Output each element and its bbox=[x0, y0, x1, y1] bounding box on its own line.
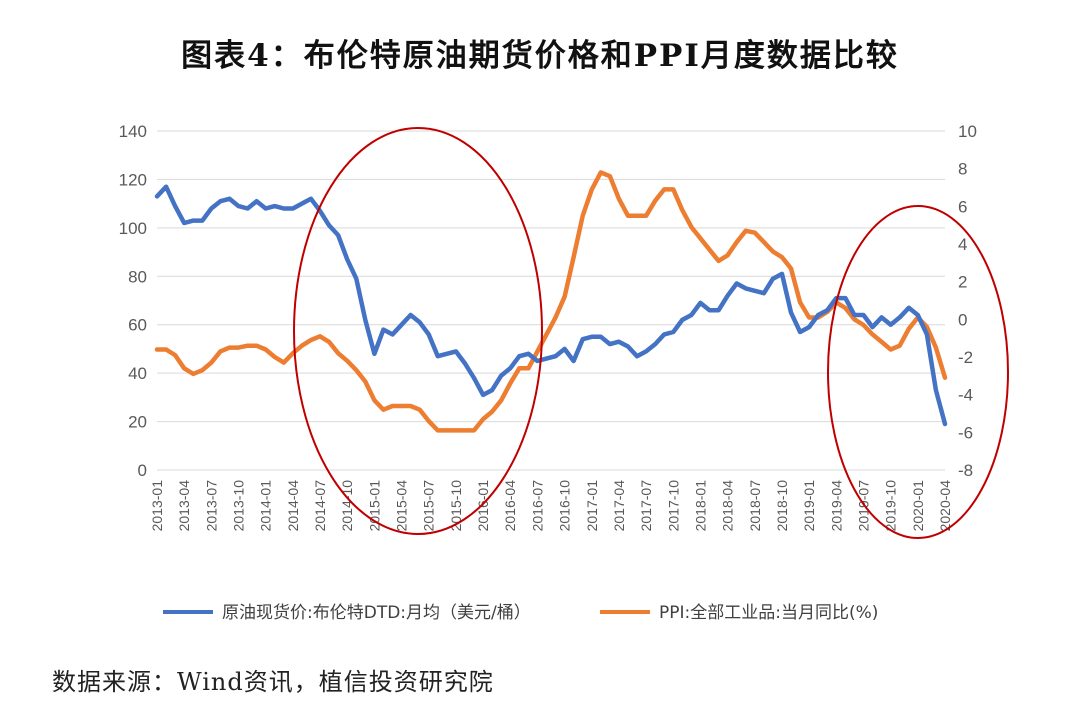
x-axis-tick-label: 2019-01 bbox=[801, 480, 817, 532]
left-axis-tick-label: 40 bbox=[128, 364, 147, 383]
x-axis-tick-label: 2017-04 bbox=[611, 480, 627, 532]
x-axis-tick-label: 2013-01 bbox=[149, 480, 165, 532]
right-axis-tick-label: 6 bbox=[958, 197, 967, 216]
x-axis-tick-label: 2013-04 bbox=[176, 480, 192, 532]
series-line-ppi bbox=[154, 170, 948, 433]
right-axis-tick-label: 2 bbox=[958, 273, 967, 292]
left-axis-tick-label: 0 bbox=[138, 461, 147, 480]
right-axis-tick-label: -6 bbox=[958, 423, 973, 442]
source-note: 数据来源：Wind资讯，植信投资研究院 bbox=[52, 668, 494, 696]
right-axis-tick-label: 10 bbox=[958, 122, 977, 141]
right-axis-ticks: -8 -6 -4 -2 0 2 4 6 8 10 bbox=[958, 122, 977, 480]
right-axis-tick-label: -8 bbox=[958, 461, 973, 480]
x-axis-tick-label: 2015-10 bbox=[448, 480, 464, 532]
left-axis-tick-label: 120 bbox=[119, 170, 147, 189]
x-axis-tick-label: 2014-10 bbox=[339, 480, 355, 532]
x-axis-tick-label: 2014-04 bbox=[285, 480, 301, 532]
x-axis-tick-label: 2016-07 bbox=[529, 480, 545, 532]
x-axis-tick-label: 2018-01 bbox=[692, 480, 708, 532]
series-lines bbox=[154, 170, 948, 433]
x-axis-tick-label: 2016-01 bbox=[475, 480, 491, 532]
x-axis-tick-label: 2017-10 bbox=[665, 480, 681, 532]
x-axis-tick-label: 2018-07 bbox=[747, 480, 763, 532]
legend-label-oil: 原油现货价:布伦特DTD:月均（美元/桶） bbox=[222, 603, 531, 623]
highlight-ellipse-2014-2016 bbox=[293, 127, 543, 535]
x-axis-tick-label: 2018-04 bbox=[720, 480, 736, 532]
x-axis-tick-label: 2017-07 bbox=[638, 480, 654, 532]
x-axis-tick-label: 2017-01 bbox=[584, 480, 600, 532]
chart-title: 图表4：布伦特原油期货价格和PPI月度数据比较 bbox=[181, 38, 899, 74]
legend: 原油现货价:布伦特DTD:月均（美元/桶） PPI:全部工业品:当月同比(%) bbox=[163, 603, 878, 623]
left-axis-tick-label: 140 bbox=[119, 122, 147, 141]
right-axis-tick-label: -4 bbox=[958, 386, 973, 405]
left-axis-tick-label: 80 bbox=[128, 267, 147, 286]
left-axis-ticks: 0 20 40 60 80 100 120 140 bbox=[119, 122, 147, 480]
left-axis-tick-label: 60 bbox=[128, 316, 147, 335]
x-axis-tick-label: 2014-01 bbox=[258, 480, 274, 532]
x-axis-tick-label: 2016-10 bbox=[557, 480, 573, 532]
legend-label-ppi: PPI:全部工业品:当月同比(%) bbox=[659, 603, 878, 623]
x-axis-tick-label: 2014-07 bbox=[312, 480, 328, 532]
left-axis-tick-label: 100 bbox=[119, 219, 147, 238]
x-axis-tick-label: 2019-04 bbox=[828, 480, 844, 532]
highlight-ellipses bbox=[293, 127, 1009, 539]
series-line-oil bbox=[154, 184, 948, 427]
x-axis-tick-label: 2019-10 bbox=[883, 480, 899, 532]
right-axis-tick-label: 8 bbox=[958, 160, 967, 179]
x-axis-tick-label: 2020-04 bbox=[937, 480, 953, 532]
x-axis-ticks: 2013-01 2013-04 2013-07 2013-10 2014-01 2014-… bbox=[149, 480, 953, 532]
left-axis-tick-label: 20 bbox=[128, 413, 147, 432]
right-axis-tick-label: 4 bbox=[958, 235, 967, 254]
right-axis-tick-label: -2 bbox=[958, 348, 973, 367]
x-axis-tick-label: 2018-10 bbox=[774, 480, 790, 532]
x-axis-tick-label: 2013-10 bbox=[231, 480, 247, 532]
gridlines bbox=[157, 130, 945, 471]
x-axis-tick-label: 2016-04 bbox=[502, 480, 518, 532]
highlight-ellipse-2019-2020 bbox=[827, 205, 1009, 539]
x-axis-tick-label: 2020-01 bbox=[910, 480, 926, 532]
right-axis-tick-label: 0 bbox=[958, 310, 967, 329]
x-axis-tick-label: 2015-07 bbox=[421, 480, 437, 532]
x-axis-tick-label: 2013-07 bbox=[203, 480, 219, 532]
x-axis-tick-label: 2015-04 bbox=[394, 480, 410, 532]
